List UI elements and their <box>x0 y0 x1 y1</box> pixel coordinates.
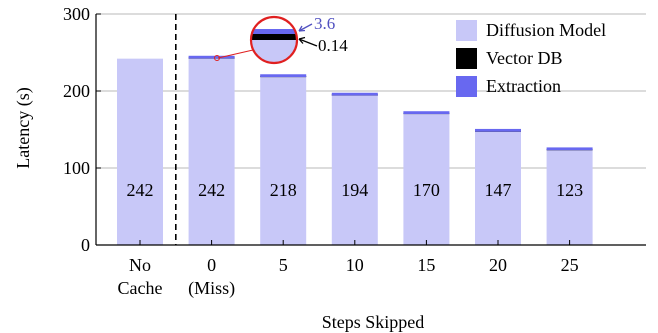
legend-swatch <box>456 48 477 69</box>
magnifier-target-dot <box>214 55 220 61</box>
x-tick-label: 5 <box>279 255 288 275</box>
arrow-extraction <box>298 23 313 32</box>
arrowhead-extraction <box>298 25 306 32</box>
annotation: 3.6 0.14 <box>214 14 348 65</box>
bar-value-label: 242 <box>127 180 154 200</box>
x-tick-label: 15 <box>417 255 435 275</box>
arrowhead-vectordb <box>298 36 306 44</box>
bar-diffusion-4 <box>403 114 450 245</box>
y-tick-label: 300 <box>63 4 90 24</box>
bar-value-label: 147 <box>485 180 512 200</box>
bars <box>117 55 593 246</box>
bar-extraction-6 <box>546 147 593 151</box>
bar-value-labels: 242 242 218 194 170 147 123 <box>127 180 584 200</box>
y-tick-label: 100 <box>63 158 90 178</box>
legend-swatch <box>456 20 477 41</box>
x-axis-label: Steps Skipped <box>322 312 425 332</box>
magnifier-content <box>251 17 297 63</box>
legend: Diffusion Model Vector DB Extraction <box>456 20 606 97</box>
x-tick-label: 10 <box>346 255 364 275</box>
magnifier-vectordb-band <box>251 34 297 40</box>
legend-label: Vector DB <box>486 48 562 68</box>
bar-value-label: 194 <box>341 180 368 200</box>
bar-extraction-2 <box>260 74 307 78</box>
x-tick-label: 0 <box>207 255 216 275</box>
magnifier-extraction-band <box>251 29 297 34</box>
magnifier-pointer <box>217 49 254 59</box>
y-tick-label: 0 <box>81 235 90 255</box>
axes: 0 100 200 300 No Cache 0 (Miss) 5 10 15 20 25 <box>63 4 646 299</box>
bar-extraction-4 <box>403 111 450 114</box>
magnifier-diffusion-band <box>251 40 297 63</box>
x-tick-label: No <box>129 255 151 275</box>
magnifier-ring <box>249 15 299 65</box>
arrow-vectordb <box>298 38 318 47</box>
bar-diffusion-3 <box>331 95 378 246</box>
bar-extraction-3 <box>331 92 378 96</box>
bar-diffusion-1 <box>188 58 235 245</box>
legend-label: Diffusion Model <box>486 20 606 40</box>
bar-value-label: 242 <box>198 180 225 200</box>
bar-diffusion-0 <box>117 58 163 245</box>
bar-value-label: 123 <box>556 180 583 200</box>
legend-swatch <box>456 76 477 97</box>
x-tick-label: 20 <box>489 255 507 275</box>
bar-value-label: 170 <box>413 180 440 200</box>
bar-diffusion-6 <box>546 150 593 245</box>
annotation-extraction-value: 3.6 <box>314 14 335 33</box>
x-tick-label: Cache <box>118 278 163 298</box>
bar-diffusion-5 <box>475 131 521 245</box>
annotation-vectordb-value: 0.14 <box>318 36 348 55</box>
bar-extraction-1 <box>188 55 235 59</box>
bar-value-label: 218 <box>270 180 297 200</box>
y-axis-label: Latency (s) <box>13 87 34 168</box>
x-tick-label: 25 <box>561 255 579 275</box>
x-tick-label: (Miss) <box>188 278 235 299</box>
bar-extraction-5 <box>475 128 521 132</box>
bar-diffusion-2 <box>260 77 307 245</box>
legend-label: Extraction <box>486 76 561 96</box>
y-tick-label: 200 <box>63 81 90 101</box>
